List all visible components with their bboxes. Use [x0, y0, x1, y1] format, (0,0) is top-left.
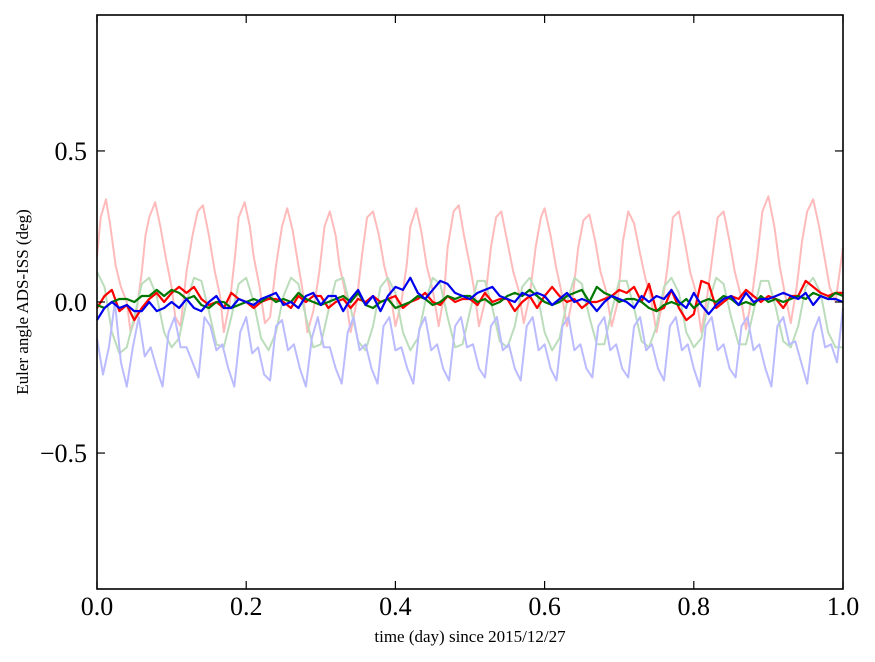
series-line-6	[96, 276, 844, 321]
x-tick-label: 0.4	[379, 592, 412, 621]
y-tick-label: −0.5	[40, 439, 87, 468]
x-tick-label: 0.2	[230, 592, 263, 621]
series-line-1	[96, 195, 844, 334]
x-tick-label: 0.0	[81, 592, 114, 621]
x-axis-label: time (day) since 2015/12/27	[374, 627, 566, 646]
tick-layer: 0.0 0.2 0.4 0.6 0.8 1.0 0.5 0.0 −0.5	[40, 15, 859, 621]
y-tick-label: 0.0	[55, 288, 88, 317]
series-layer	[96, 195, 844, 388]
x-tick-label: 0.8	[678, 592, 711, 621]
x-tick-label: 1.0	[827, 592, 860, 621]
y-axis-label: Euler angle ADS-ISS (deg)	[13, 209, 32, 395]
y-tick-label: 0.5	[55, 137, 88, 166]
x-tick-label: 0.6	[528, 592, 561, 621]
series-line-3	[96, 301, 844, 388]
plot-frame	[96, 14, 844, 590]
